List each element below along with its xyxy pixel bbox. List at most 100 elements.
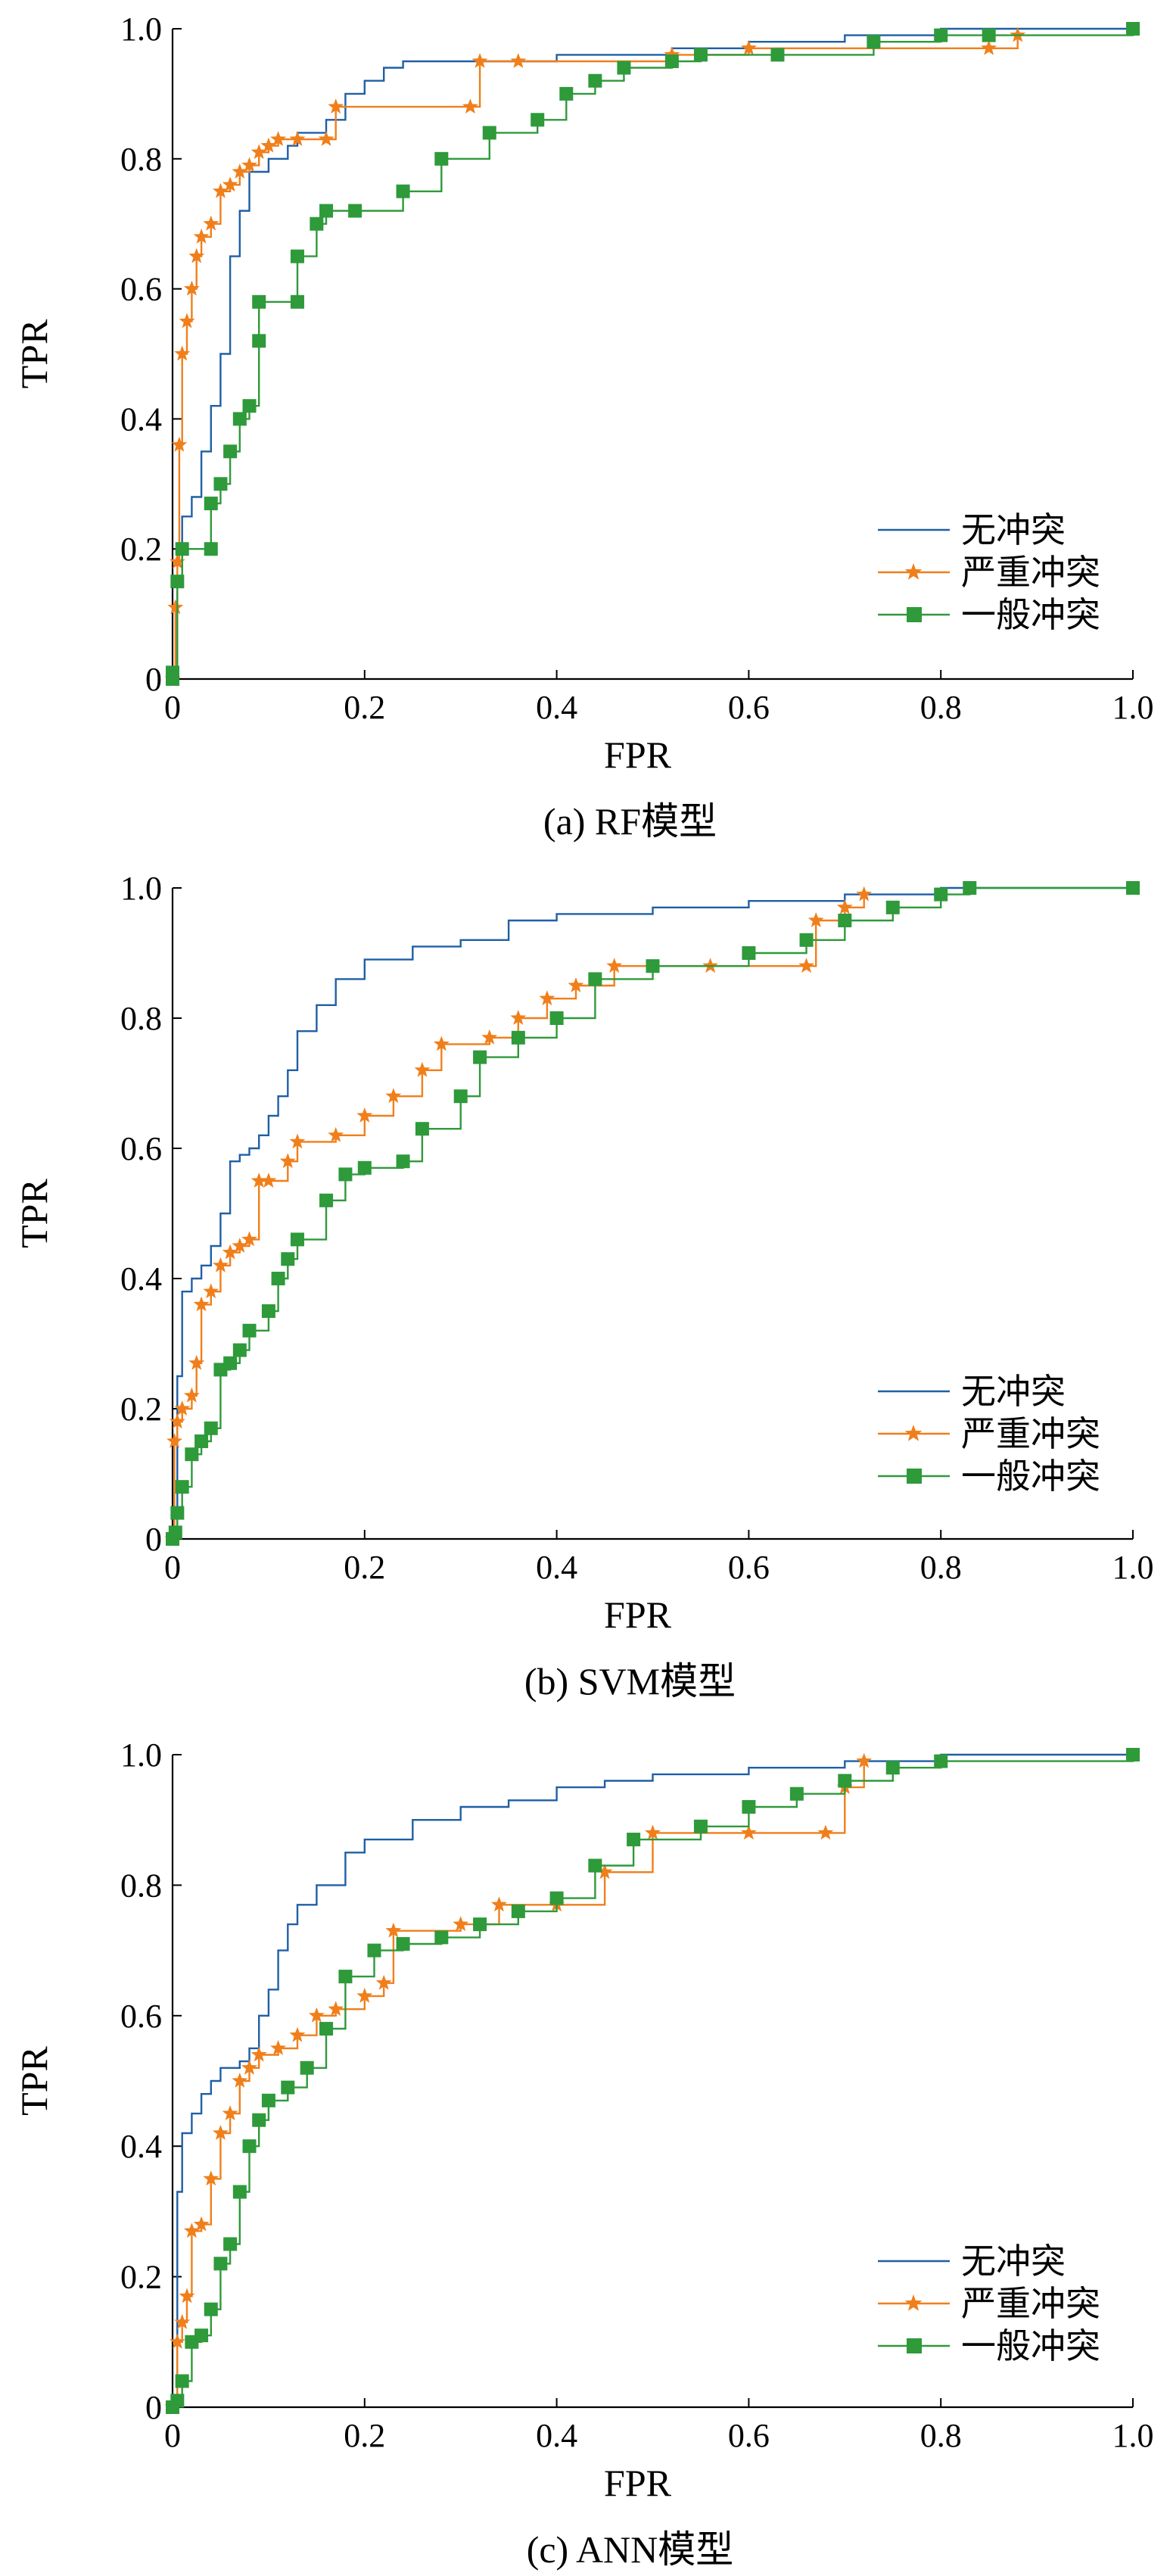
x-axis-title: FPR xyxy=(604,2462,672,2504)
data-point xyxy=(856,1752,873,1768)
data-point xyxy=(175,1480,189,1494)
x-tick-label: 0.6 xyxy=(728,2417,770,2454)
data-point xyxy=(279,1153,296,1169)
series-3 xyxy=(166,881,1140,1546)
data-point xyxy=(252,2113,266,2127)
data-point xyxy=(664,54,679,68)
data-point xyxy=(462,98,478,114)
data-point xyxy=(963,881,977,895)
chart-caption: (b) SVM模型 xyxy=(524,1660,736,1702)
data-point xyxy=(415,1122,429,1136)
data-point xyxy=(588,1858,602,1873)
data-point xyxy=(232,412,247,426)
data-point xyxy=(471,53,488,68)
data-point xyxy=(934,1754,948,1768)
data-point xyxy=(232,2185,247,2199)
data-point xyxy=(798,958,814,973)
data-point xyxy=(836,899,853,914)
data-point xyxy=(241,2059,257,2075)
data-point xyxy=(242,1323,257,1338)
data-point xyxy=(174,2313,191,2329)
data-point xyxy=(693,48,708,62)
data-point xyxy=(281,2080,295,2095)
y-tick-label: 0.2 xyxy=(120,2259,162,2296)
data-point xyxy=(799,933,814,947)
data-point xyxy=(260,137,277,153)
y-axis-title: TPR xyxy=(13,2046,55,2116)
data-point xyxy=(222,176,238,192)
y-tick-label: 0.6 xyxy=(120,1998,162,2035)
x-tick-label: 0.4 xyxy=(536,1549,577,1586)
chart-caption: (c) ANN模型 xyxy=(527,2528,734,2571)
y-tick-label: 0.8 xyxy=(120,1000,162,1037)
data-point xyxy=(742,946,756,960)
data-point xyxy=(693,1819,708,1833)
x-tick-label: 0.2 xyxy=(344,689,385,726)
data-point xyxy=(290,1232,304,1247)
data-point xyxy=(223,1356,238,1370)
x-axis-title: FPR xyxy=(604,1593,672,1636)
data-point xyxy=(617,61,631,75)
legend-marker xyxy=(907,1469,922,1484)
series-line xyxy=(173,35,1019,681)
data-point xyxy=(171,436,188,452)
data-point xyxy=(510,1010,527,1025)
series-3 xyxy=(166,1748,1140,2414)
data-point xyxy=(183,2222,200,2238)
x-tick-label: 0 xyxy=(164,689,181,726)
data-point xyxy=(289,131,306,146)
x-tick-label: 0.2 xyxy=(344,2417,385,2454)
legend-label: 严重冲突 xyxy=(961,1413,1100,1454)
legend-marker xyxy=(907,607,922,622)
data-point xyxy=(885,1761,900,1775)
x-tick-label: 0 xyxy=(164,2417,181,2454)
y-tick-label: 1.0 xyxy=(120,1737,162,1774)
data-point xyxy=(385,1088,402,1104)
data-point xyxy=(250,1173,267,1188)
y-tick-label: 0.4 xyxy=(120,2128,162,2165)
data-point xyxy=(396,184,410,198)
data-point xyxy=(453,1089,468,1104)
data-point xyxy=(645,1824,661,1840)
x-tick-label: 0.6 xyxy=(728,1549,770,1586)
x-axis-title: FPR xyxy=(604,734,672,776)
chart-caption: (a) RF模型 xyxy=(543,800,717,843)
data-point xyxy=(319,204,334,218)
data-point xyxy=(338,1970,353,1984)
data-point xyxy=(252,334,266,348)
x-tick-label: 0 xyxy=(164,1549,181,1586)
data-point xyxy=(473,1050,487,1064)
data-point xyxy=(338,1167,353,1182)
data-point xyxy=(193,228,210,244)
series-2 xyxy=(164,1752,873,2414)
data-point xyxy=(188,1354,205,1370)
data-point xyxy=(168,1525,182,1540)
data-point xyxy=(183,1387,200,1403)
data-point xyxy=(241,1231,257,1247)
data-point xyxy=(319,1193,334,1207)
data-point xyxy=(281,1252,295,1266)
data-point xyxy=(270,131,287,146)
data-point xyxy=(740,1824,757,1840)
data-point xyxy=(213,2125,229,2140)
chart-panel-2: 0 0.2 0.4 0.6 0.8 1.0 0 0.2 0.4 0.6 0.8 1.0 FPR TPR (b… xyxy=(13,870,1154,1702)
y-axis-title: TPR xyxy=(13,1179,55,1248)
data-point xyxy=(242,2139,257,2154)
legend-label: 一般冲突 xyxy=(961,594,1100,635)
data-point xyxy=(290,249,304,263)
series-line xyxy=(173,894,865,1540)
legend-label: 严重冲突 xyxy=(961,552,1100,593)
series-2 xyxy=(164,26,1026,686)
x-tick-label: 0.8 xyxy=(920,2417,962,2454)
y-tick-label: 0 xyxy=(145,2389,162,2426)
data-point xyxy=(167,599,184,615)
data-point xyxy=(396,1154,410,1169)
x-tick-label: 0.4 xyxy=(536,2417,577,2454)
data-point xyxy=(414,1061,431,1077)
data-point xyxy=(170,1506,185,1520)
data-point xyxy=(453,1916,469,1931)
series-line xyxy=(173,1753,1133,2409)
data-point xyxy=(356,1987,373,2003)
data-point xyxy=(328,1126,344,1142)
